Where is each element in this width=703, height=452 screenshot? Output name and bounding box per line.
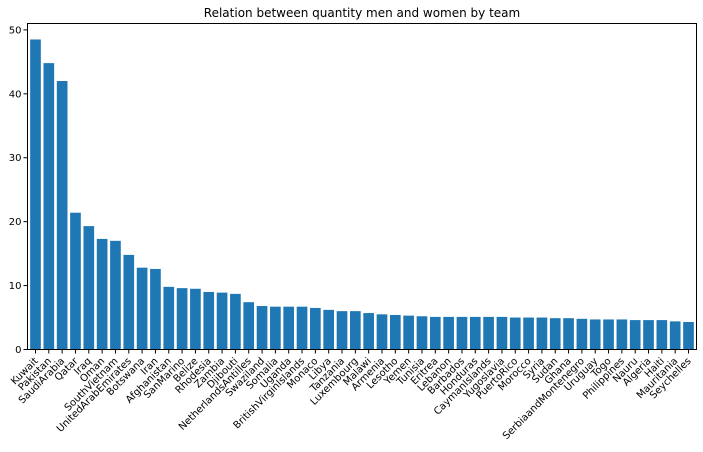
bar-barbados: [456, 316, 468, 350]
bar-honduras: [469, 316, 481, 350]
bar-netherlandsantilles: [243, 302, 255, 350]
bar-malawi: [363, 313, 374, 350]
bar-togo: [603, 319, 614, 350]
bar-monaco: [310, 307, 321, 350]
bar-lebanon: [443, 316, 454, 350]
bar-algeria: [643, 320, 654, 350]
plot-frame: [27, 23, 697, 350]
chart-title: Relation between quantity men and women …: [204, 6, 520, 20]
bar-yugoslavia: [496, 316, 508, 350]
bar-nauru: [629, 320, 641, 350]
bar-mauritania: [669, 321, 681, 350]
bar-kuwait: [30, 39, 41, 350]
bar-belize: [190, 288, 201, 350]
bar-lesotho: [389, 314, 401, 350]
y-tick-label: 40: [9, 89, 22, 100]
bar-serbiaandmontenegro: [576, 318, 588, 350]
x-axis: KuwaitPakistanSaudiArabiaQatarIraqOmanSo…: [9, 349, 694, 442]
bar-oman: [96, 238, 108, 350]
bar-caymanislands: [483, 316, 494, 350]
bar-swaziland: [256, 306, 268, 350]
bar-iran: [150, 268, 161, 350]
bar-puertorico: [509, 317, 521, 350]
y-tick-label: 30: [9, 153, 22, 164]
bar-qatar: [70, 212, 81, 350]
bar-armenia: [376, 314, 388, 350]
bar-eritrea: [429, 316, 441, 350]
bar-zambia: [216, 292, 228, 350]
bar-uruguay: [589, 319, 601, 350]
bar-morocco: [523, 317, 534, 350]
bar-southvietnam: [110, 240, 121, 350]
y-axis: 0 10 20 30 40 50: [9, 25, 28, 356]
bar-rhodesia: [203, 291, 215, 350]
bar-britishvirginislands: [296, 306, 308, 350]
y-tick-label: 20: [9, 217, 22, 228]
bar-pakistan: [43, 63, 55, 350]
y-tick-label: 50: [9, 25, 22, 36]
bar-seychelles: [683, 322, 694, 350]
bar-saudiarabia: [56, 81, 68, 350]
bar-djibouti: [230, 293, 241, 350]
bar-syria: [536, 317, 548, 350]
bar-unitedarabemirates: [123, 254, 135, 350]
bar-tunisia: [416, 316, 428, 350]
bar-philippines: [616, 319, 628, 350]
bar-libya: [323, 309, 335, 350]
bar-haiti: [656, 320, 668, 350]
bar-afghanistan: [163, 286, 175, 350]
bar-luxembourg: [350, 311, 361, 350]
y-tick-label: 10: [9, 281, 22, 292]
bar-sudan: [549, 318, 561, 350]
bar-somalia: [270, 306, 281, 350]
bar-sanmarino: [176, 288, 188, 350]
bar-uganda: [283, 306, 295, 350]
y-tick-label: 0: [15, 345, 21, 356]
bar-iraq: [83, 226, 95, 350]
bar-yemen: [403, 315, 414, 350]
bar-ghana: [563, 318, 574, 350]
bars: [30, 39, 694, 350]
bar-botswana: [136, 267, 148, 350]
bar-tanzania: [336, 311, 348, 350]
